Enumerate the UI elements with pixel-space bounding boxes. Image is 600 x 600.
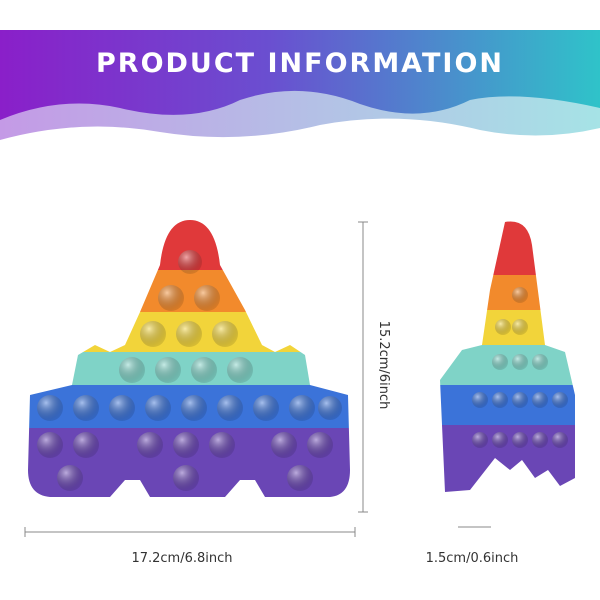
toy-front xyxy=(28,220,350,497)
thickness-label: 1.5cm/0.6inch xyxy=(426,551,519,566)
banner: PRODUCT INFORMATION xyxy=(0,30,600,165)
toy-side xyxy=(440,221,575,492)
dimension-lines xyxy=(24,221,491,537)
title: PRODUCT INFORMATION xyxy=(96,48,504,79)
height-label: 15.2cm/6inch xyxy=(376,321,391,410)
width-label: 17.2cm/6.8inch xyxy=(131,551,232,566)
